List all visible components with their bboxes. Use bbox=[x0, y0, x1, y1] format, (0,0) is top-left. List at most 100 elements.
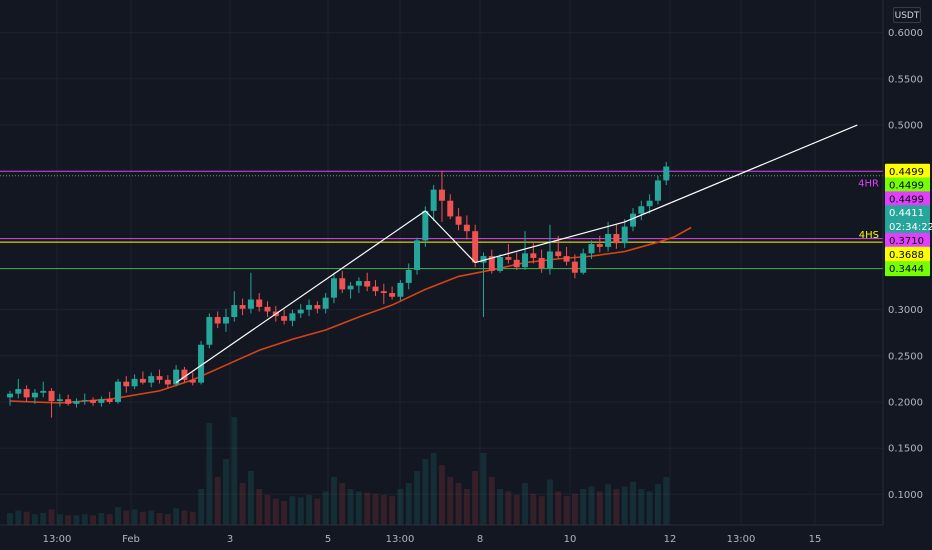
volume-bar bbox=[463, 489, 470, 525]
volume-bar bbox=[115, 507, 121, 525]
volume-bar bbox=[181, 510, 188, 525]
x-tick-label: 13:00 bbox=[43, 534, 72, 545]
price-tag-label: 0.4499 bbox=[889, 181, 924, 192]
candle bbox=[480, 252, 487, 318]
price-tag: 0.3444 bbox=[885, 261, 930, 277]
price-tag-background bbox=[885, 191, 930, 207]
candle-body bbox=[447, 200, 454, 217]
volume-bar bbox=[439, 465, 445, 525]
candle-body bbox=[247, 299, 254, 309]
candle bbox=[23, 385, 30, 402]
candle bbox=[422, 206, 429, 247]
volume-bar bbox=[140, 511, 146, 525]
candle bbox=[372, 280, 379, 296]
volume-bar bbox=[231, 417, 238, 525]
candle-body bbox=[513, 259, 520, 268]
candle bbox=[131, 374, 138, 390]
trend-line bbox=[624, 124, 858, 223]
price-tags: 0.4499 0.4499 0.4499 0.4411 02:34:22 0.3… bbox=[885, 163, 932, 277]
volume-bar bbox=[646, 491, 653, 525]
price-tag: 0.3688 bbox=[885, 246, 930, 262]
volume-bar bbox=[73, 515, 80, 525]
candle-body bbox=[31, 392, 38, 398]
candle bbox=[630, 208, 637, 232]
volume-bar bbox=[613, 489, 620, 525]
candle-body bbox=[630, 213, 637, 227]
volume-bar bbox=[488, 477, 495, 525]
currency-unit-button[interactable]: USDT bbox=[893, 7, 921, 23]
candle-body bbox=[414, 240, 421, 270]
candle bbox=[90, 397, 97, 406]
candle bbox=[181, 366, 188, 383]
level-labels: 4HR 4HS bbox=[858, 178, 879, 241]
candle-body bbox=[306, 305, 313, 310]
candle bbox=[231, 291, 238, 322]
candle bbox=[488, 249, 495, 274]
volume-bar bbox=[497, 489, 504, 525]
candle-body bbox=[7, 393, 13, 398]
price-tag-background bbox=[885, 219, 930, 235]
volume-bar bbox=[331, 477, 337, 525]
candle bbox=[389, 286, 396, 300]
candle-body bbox=[380, 291, 387, 294]
volume-bar bbox=[505, 491, 512, 525]
candle-body bbox=[530, 253, 537, 258]
candle-body bbox=[181, 369, 188, 380]
candle bbox=[98, 396, 105, 407]
candle bbox=[289, 309, 296, 327]
candle-body bbox=[264, 306, 271, 312]
candle bbox=[663, 161, 670, 186]
volume-bar bbox=[56, 514, 63, 525]
candle-body bbox=[505, 257, 512, 260]
y-tick-label: 0.2500 bbox=[888, 351, 923, 362]
candle-body bbox=[173, 369, 180, 385]
candle bbox=[106, 391, 113, 404]
candle-body bbox=[48, 390, 55, 402]
candle-body bbox=[497, 257, 504, 271]
candle-body bbox=[555, 251, 562, 257]
level-label: 4HR bbox=[858, 178, 879, 189]
volume-bar bbox=[7, 513, 13, 525]
candle bbox=[173, 365, 180, 387]
y-tick-label: 0.6000 bbox=[888, 28, 923, 39]
volume-bar bbox=[15, 510, 22, 525]
candle bbox=[306, 299, 313, 317]
candle bbox=[314, 301, 321, 314]
candle-body bbox=[281, 316, 288, 321]
volume-bar bbox=[297, 497, 304, 525]
candle-body bbox=[114, 381, 121, 402]
candle bbox=[206, 313, 213, 349]
volume-bar bbox=[306, 495, 312, 525]
candle-body bbox=[239, 305, 246, 309]
candle-body bbox=[73, 401, 80, 404]
volume-bar bbox=[563, 496, 570, 525]
candle bbox=[56, 393, 63, 407]
candle bbox=[247, 272, 254, 314]
candle bbox=[472, 224, 479, 268]
volume-bar bbox=[322, 491, 329, 525]
volume-bar bbox=[588, 486, 595, 525]
candle bbox=[355, 277, 362, 294]
y-tick-label: 0.5000 bbox=[888, 121, 923, 132]
x-tick-label: 15 bbox=[809, 534, 822, 545]
time-axis-labels: 13:00 Feb 3 5 13:00 8 10 12 13:00 15 bbox=[43, 534, 822, 545]
candle bbox=[214, 311, 221, 329]
volume-bar bbox=[239, 483, 246, 525]
volume-bar bbox=[596, 491, 603, 525]
candle-body bbox=[23, 389, 30, 398]
candle-body bbox=[480, 256, 487, 263]
candle bbox=[40, 381, 47, 398]
price-tag-label: 0.3710 bbox=[889, 236, 924, 247]
candle-body bbox=[339, 278, 346, 290]
candle-body bbox=[65, 399, 72, 404]
candle bbox=[563, 246, 570, 266]
candle-body bbox=[156, 376, 163, 380]
volume-bar bbox=[198, 489, 204, 525]
candle-body bbox=[81, 400, 88, 402]
candle-body bbox=[314, 305, 321, 309]
candle bbox=[330, 272, 337, 304]
candle-body bbox=[563, 256, 570, 262]
volume-bar bbox=[264, 495, 271, 525]
candle bbox=[123, 376, 130, 393]
